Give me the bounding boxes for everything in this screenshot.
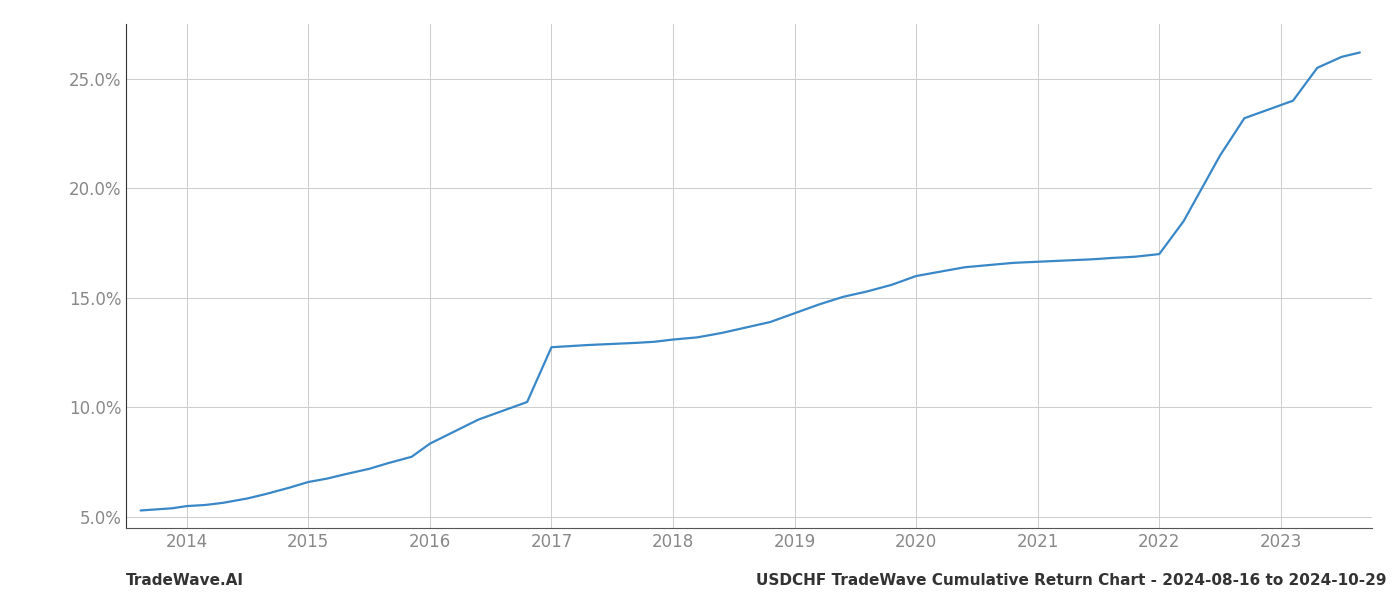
Text: USDCHF TradeWave Cumulative Return Chart - 2024-08-16 to 2024-10-29: USDCHF TradeWave Cumulative Return Chart… <box>756 573 1386 588</box>
Text: TradeWave.AI: TradeWave.AI <box>126 573 244 588</box>
